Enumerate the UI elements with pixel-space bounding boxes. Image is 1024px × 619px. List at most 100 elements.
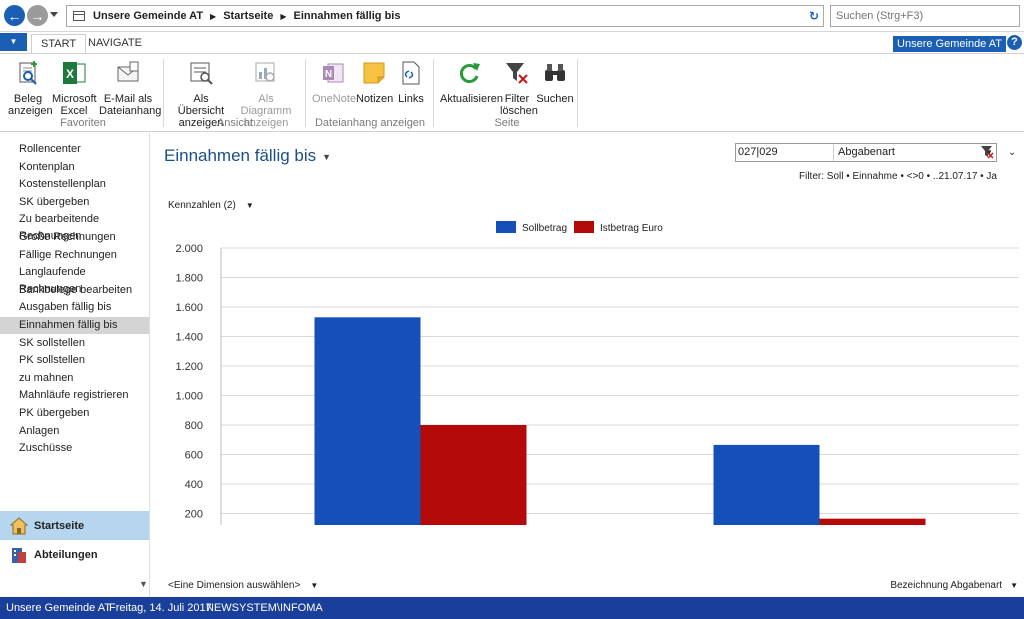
- sidebar-item[interactable]: PK sollstellen: [19, 354, 86, 367]
- als-uebersicht-button[interactable]: Als Übersicht anzeigen: [170, 60, 232, 129]
- sidebar-item[interactable]: PK übergeben: [19, 407, 90, 419]
- breadcrumb-home[interactable]: Startseite: [223, 10, 274, 22]
- main-content: Einnahmen fällig bis ▼ 027|029 Abgabenart…: [151, 133, 1024, 597]
- nav-pane-startseite[interactable]: Startseite: [0, 511, 149, 540]
- filter-summary: Filter: Soll • Einnahme • <>0 • ..21.07.…: [799, 171, 997, 182]
- history-dropdown-icon[interactable]: [50, 12, 58, 17]
- onenote-icon: N: [323, 63, 344, 83]
- chevron-down-icon[interactable]: ▼: [310, 581, 319, 590]
- refresh-icon: [459, 63, 480, 83]
- sidebar-item[interactable]: Fällige Rechnungen: [19, 248, 117, 261]
- aktualisieren-label: Aktualisieren: [440, 93, 503, 105]
- sidebar-item[interactable]: Rollencenter: [19, 143, 81, 155]
- note-icon: [363, 62, 385, 84]
- chevron-down-icon[interactable]: ▼: [322, 151, 332, 162]
- uebersicht-label-2: anzeigen: [178, 117, 224, 129]
- breadcrumb[interactable]: Unsere Gemeinde AT ▶ Startseite ▶ Einnah…: [66, 5, 824, 27]
- measures-select[interactable]: Kennzahlen (2) ▼: [168, 200, 254, 211]
- y-tick-label: 200: [185, 509, 203, 521]
- filter-value-input[interactable]: 027|029: [736, 144, 834, 161]
- aktualisieren-button[interactable]: Aktualisieren: [440, 60, 503, 105]
- y-tick-label: 1.200: [175, 361, 203, 373]
- y-tick-label: 1.000: [175, 391, 203, 403]
- dimension-select-label: <Eine Dimension auswählen>: [168, 580, 301, 591]
- sidebar-item[interactable]: SK sollstellen: [19, 336, 86, 349]
- navigation-pane: Rollencenter Kontenplan Kostenstellenplan S…: [0, 133, 150, 597]
- sidebar-item[interactable]: Bankbelege bearbeiten: [19, 283, 133, 296]
- status-company: Unsere Gemeinde AT: [6, 602, 111, 614]
- svg-text:N: N: [325, 69, 332, 80]
- diagramm-label-2: anzeigen: [243, 117, 289, 129]
- group-label-dateianhang: Dateianhang anzeigen: [314, 117, 426, 129]
- tab-navigate[interactable]: NAVIGATE: [88, 37, 142, 49]
- ribbon-tabs: ▼ START NAVIGATE Unsere Gemeinde AT ?: [0, 32, 1024, 53]
- email-attachment-button[interactable]: E-Mail als Dateianhang: [99, 60, 161, 117]
- filter-loeschen-button[interactable]: Filter löschen: [500, 60, 538, 117]
- excel-label-2: Excel: [60, 105, 88, 117]
- links-label: Links: [398, 93, 424, 105]
- forward-button[interactable]: →: [27, 5, 48, 26]
- sidebar-item[interactable]: Langlaufende Rechnungen: [19, 266, 86, 296]
- email-icon: [117, 61, 139, 82]
- status-bar: Unsere Gemeinde AT Freitag, 14. Juli 201…: [0, 597, 1024, 619]
- sidebar-item[interactable]: zu mahnen: [19, 371, 74, 384]
- filter-field-select[interactable]: Abgabenart: [838, 146, 895, 158]
- legend-label: Sollbetrag: [522, 223, 567, 234]
- y-tick-label: 1.600: [175, 302, 203, 314]
- status-user: NEWSYSTEM\INFOMA: [206, 602, 323, 614]
- sidebar-item[interactable]: Anlagen: [19, 424, 60, 437]
- page-title-text: Einnahmen fällig bis: [164, 146, 317, 165]
- excel-label-1: Microsoft: [52, 93, 97, 105]
- sidebar-item[interactable]: Kontenplan: [19, 160, 75, 173]
- notizen-button[interactable]: Notizen: [356, 60, 393, 105]
- breadcrumb-company[interactable]: Unsere Gemeinde AT: [93, 10, 204, 22]
- y-tick-label: 2.000: [175, 243, 203, 255]
- clear-filter-icon: [506, 63, 528, 84]
- expand-filter-chevron-icon[interactable]: ⌄: [1008, 147, 1017, 158]
- axis-field-select[interactable]: Bezeichnung Abgabenart ▼: [890, 580, 1018, 591]
- filter-label-1: Filter: [504, 93, 530, 105]
- legend-swatch: [496, 221, 516, 233]
- company-badge[interactable]: Unsere Gemeinde AT: [893, 36, 1006, 52]
- sidebar-item[interactable]: Ausgaben fällig bis: [19, 301, 112, 314]
- configure-buttons-icon[interactable]: ▼: [139, 579, 148, 589]
- chevron-down-icon[interactable]: ▼: [1010, 581, 1018, 590]
- tab-start[interactable]: START: [31, 34, 87, 53]
- legend-swatch: [574, 221, 594, 233]
- address-bar: ← → Unsere Gemeinde AT ▶ Startseite ▶ Ei…: [0, 0, 1024, 32]
- sidebar-item[interactable]: Zu bearbeitende Rechnungen: [19, 213, 100, 243]
- sidebar-item[interactable]: Mahnläufe registrieren: [19, 389, 129, 402]
- excel-button[interactable]: X Microsoft Excel: [52, 60, 97, 117]
- sidebar-item[interactable]: Kostenstellenplan: [19, 178, 106, 191]
- breadcrumb-separator-icon[interactable]: ▶: [280, 11, 287, 21]
- dimension-select[interactable]: <Eine Dimension auswählen> ▼: [168, 580, 318, 591]
- beleg-anzeigen-button[interactable]: Beleg anzeigen: [8, 60, 53, 117]
- help-icon[interactable]: ?: [1007, 35, 1022, 50]
- nav-pane-abteilungen[interactable]: Abteilungen: [0, 540, 149, 569]
- back-button[interactable]: ←: [4, 5, 25, 26]
- app-menu-button[interactable]: ▼: [0, 33, 27, 51]
- group-label-favoriten: Favoriten: [60, 117, 106, 129]
- page-title[interactable]: Einnahmen fällig bis ▼: [164, 146, 331, 166]
- onenote-button[interactable]: N OneNote: [312, 60, 357, 105]
- search-input[interactable]: [830, 5, 1020, 27]
- sidebar-item[interactable]: Große Rechnungen: [19, 231, 116, 243]
- clear-filter-icon[interactable]: [980, 145, 994, 159]
- als-diagramm-button[interactable]: Als Diagramm anzeigen: [234, 60, 298, 129]
- onenote-label: OneNote: [312, 93, 357, 105]
- sidebar-item[interactable]: SK übergeben: [19, 195, 90, 208]
- quick-filter[interactable]: 027|029 Abgabenart ▼: [735, 143, 997, 162]
- ribbon: Beleg anzeigen X Microsoft Excel E-Mail …: [0, 53, 1024, 132]
- ribbon-separator: [433, 59, 434, 127]
- suchen-button[interactable]: Suchen: [536, 60, 574, 105]
- breadcrumb-separator-icon[interactable]: ▶: [210, 11, 217, 21]
- sidebar-item[interactable]: Zuschüsse: [19, 442, 73, 455]
- y-tick-label: 1.800: [175, 273, 203, 285]
- chart-view-icon: [255, 62, 275, 82]
- sidebar-item[interactable]: Einnahmen fällig bis: [0, 317, 149, 334]
- breadcrumb-page[interactable]: Einnahmen fällig bis: [293, 10, 401, 22]
- chevron-down-icon[interactable]: ▼: [985, 148, 993, 157]
- chevron-down-icon[interactable]: ▼: [245, 201, 254, 210]
- links-button[interactable]: Links: [396, 60, 426, 105]
- refresh-icon[interactable]: ↻: [808, 9, 819, 23]
